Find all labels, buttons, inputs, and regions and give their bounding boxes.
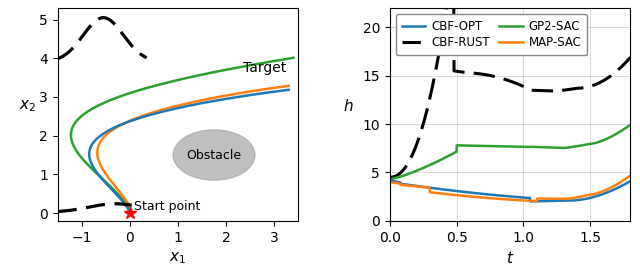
Text: Obstacle: Obstacle <box>186 148 241 161</box>
Legend: CBF-OPT, CBF-RUST, GP2-SAC, MAP-SAC: CBF-OPT, CBF-RUST, GP2-SAC, MAP-SAC <box>396 14 588 55</box>
Y-axis label: $x_2$: $x_2$ <box>19 99 36 114</box>
X-axis label: $t$: $t$ <box>506 250 515 266</box>
X-axis label: $x_1$: $x_1$ <box>170 250 186 266</box>
Text: Target: Target <box>243 61 286 75</box>
Y-axis label: $h$: $h$ <box>343 98 354 114</box>
Text: Start point: Start point <box>134 200 200 213</box>
Ellipse shape <box>173 130 255 180</box>
